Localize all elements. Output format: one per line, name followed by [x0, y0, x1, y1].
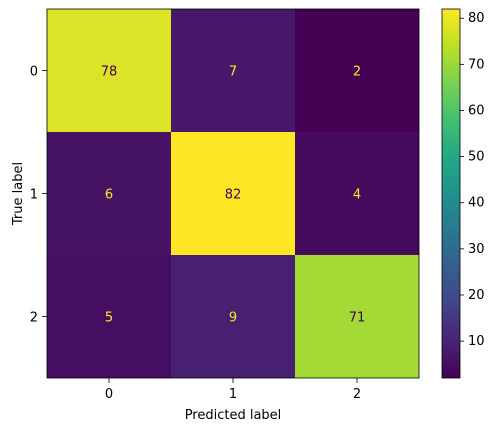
colorbar-tick-label-7: 80 — [468, 11, 485, 26]
colorbar-tick-label-2: 30 — [468, 242, 485, 257]
y-tick-label-2: 2 — [30, 311, 38, 326]
matrix-cell-0-0 — [47, 9, 171, 132]
colorbar-tick-label-4: 50 — [468, 150, 485, 165]
matrix-value-1-2: 4 — [353, 188, 361, 203]
matrix-cell-2-2 — [295, 255, 419, 378]
matrix-cell-0-1 — [171, 9, 295, 132]
x-tick-label-0: 0 — [105, 387, 113, 402]
matrix-cell-0-2 — [295, 9, 419, 132]
matrix-value-1-0: 6 — [105, 188, 113, 203]
x-tick-label-2: 2 — [353, 387, 361, 402]
matrix-cell-2-0 — [47, 255, 171, 378]
matrix-cell-1-0 — [47, 132, 171, 255]
matrix-cell-1-1 — [171, 132, 295, 255]
matrix-cell-2-1 — [171, 255, 295, 378]
colorbar-gradient — [441, 8, 461, 379]
matrix-value-2-2: 71 — [349, 311, 366, 326]
colorbar-tick-label-6: 70 — [468, 57, 485, 72]
matrix-value-2-1: 9 — [229, 311, 237, 326]
y-axis-ticks: 0 1 2 — [30, 65, 47, 326]
y-axis-label: True label — [11, 162, 26, 226]
colorbar — [441, 8, 461, 379]
colorbar-tick-label-1: 20 — [468, 288, 485, 303]
x-axis-label: Predicted label — [185, 408, 282, 423]
colorbar-ticks: 10 20 30 40 50 60 70 80 — [460, 11, 485, 349]
y-tick-label-1: 1 — [30, 188, 38, 203]
x-tick-label-1: 1 — [229, 387, 237, 402]
matrix-value-0-1: 7 — [229, 65, 237, 80]
matrix-cell-1-2 — [295, 132, 419, 255]
colorbar-tick-label-3: 40 — [468, 196, 485, 211]
matrix-plot-area: 78 7 2 6 82 4 5 9 71 — [46, 8, 420, 379]
y-tick-label-0: 0 — [30, 65, 38, 80]
matrix-value-0-0: 78 — [101, 65, 118, 80]
colorbar-tick-label-0: 10 — [468, 334, 485, 349]
matrix-value-0-2: 2 — [353, 65, 361, 80]
matrix-value-1-1: 82 — [225, 188, 242, 203]
x-axis-ticks: 0 1 2 — [105, 378, 361, 402]
matrix-value-2-0: 5 — [105, 311, 113, 326]
colorbar-tick-label-5: 60 — [468, 103, 485, 118]
